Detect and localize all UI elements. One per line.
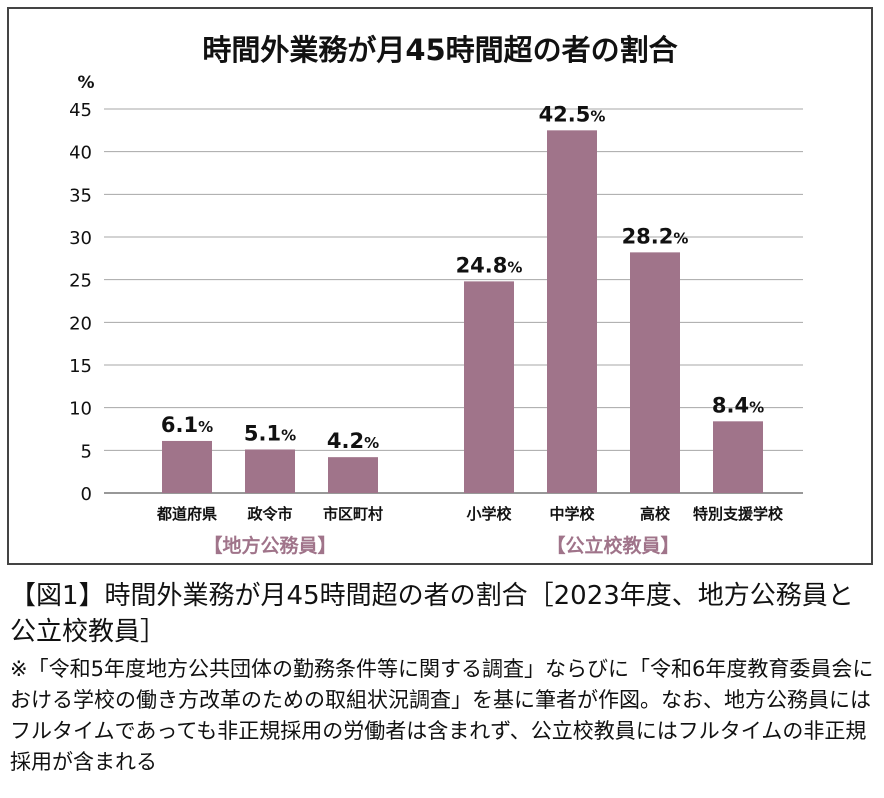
value-label: 28.2% — [622, 224, 689, 248]
value-label: 4.2% — [327, 429, 379, 453]
category-label: 特別支援学校 — [693, 505, 784, 523]
category-labels: 都道府県 政令市 市区町村 小学校 中学校 高校 特別支援学校 — [156, 505, 784, 523]
value-label: 42.5% — [539, 102, 606, 126]
group-label: 【地方公務員】 — [203, 534, 336, 557]
value-labels: 6.1% 5.1% 4.2% 24.8% 42.5% 28.2% 8.4% — [161, 102, 764, 453]
gridlines — [104, 108, 803, 494]
value-label: 8.4% — [712, 393, 764, 417]
group-labels: 【地方公務員】 【公立校教員】 — [203, 534, 679, 557]
bar-chart: 時間外業務が月45時間超の者の割合 % 0 5 10 15 20 25 30 35 40 45 都… — [69, 33, 803, 557]
category-label: 小学校 — [466, 505, 512, 523]
y-tick-label: 15 — [69, 356, 92, 377]
bar — [464, 281, 514, 493]
y-tick-label: 20 — [69, 313, 92, 334]
category-label: 政令市 — [247, 505, 292, 523]
y-tick-label: 25 — [69, 271, 92, 292]
value-label: 5.1% — [244, 421, 296, 445]
y-tick-label: 10 — [69, 399, 92, 420]
figure-caption: 【図1】時間外業務が月45時間超の者の割合［2023年度、地方公務員と公立校教員… — [10, 578, 876, 778]
y-tick-label: 45 — [69, 100, 92, 121]
group-label: 【公立校教員】 — [546, 534, 679, 557]
y-tick-label: 0 — [81, 484, 92, 505]
bar — [328, 457, 378, 493]
value-label: 24.8% — [456, 253, 523, 277]
bar — [162, 440, 212, 493]
chart-title: 時間外業務が月45時間超の者の割合 — [202, 33, 677, 67]
category-label: 中学校 — [549, 505, 595, 523]
bar — [245, 449, 295, 493]
value-label: 6.1% — [161, 413, 213, 437]
y-axis-unit: % — [77, 73, 94, 93]
bar — [547, 130, 597, 494]
y-axis-ticks: 0 5 10 15 20 25 30 35 40 45 — [69, 100, 92, 505]
category-label: 都道府県 — [156, 505, 217, 523]
bar — [713, 421, 763, 493]
caption-title: 【図1】時間外業務が月45時間超の者の割合［2023年度、地方公務員と公立校教員… — [10, 581, 854, 647]
bars — [162, 130, 763, 494]
bar — [630, 252, 680, 493]
y-tick-label: 30 — [69, 228, 92, 249]
caption-note: ※「令和5年度地方公共団体の勤務条件等に関する調査」ならびに「令和6年度教育委員… — [10, 657, 874, 774]
y-tick-label: 40 — [69, 143, 92, 164]
category-label: 市区町村 — [323, 505, 383, 523]
y-tick-label: 5 — [81, 441, 92, 462]
category-label: 高校 — [640, 505, 671, 523]
y-tick-label: 35 — [69, 185, 92, 206]
